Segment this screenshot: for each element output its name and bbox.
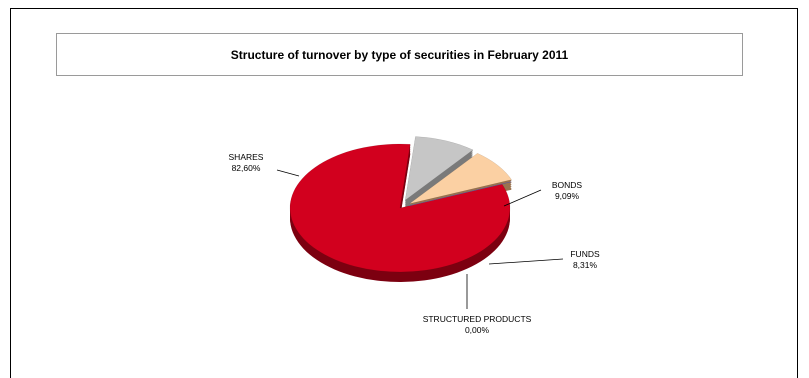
chart-title: Structure of turnover by type of securit… xyxy=(230,47,569,62)
slice-funds xyxy=(409,153,512,204)
slice-structured xyxy=(409,181,512,207)
leader-line-shares xyxy=(276,169,300,177)
chart-title-box: Structure of turnover by type of securit… xyxy=(56,33,743,76)
leader-line-funds xyxy=(488,258,564,265)
label-structured-value: 0,00% xyxy=(465,325,490,335)
label-structured-name: STRUCTURED PRODUCTS xyxy=(423,314,532,324)
slice-bonds xyxy=(404,136,474,201)
label-funds-name: FUNDS xyxy=(570,249,600,259)
label-bonds-name: BONDS xyxy=(552,180,583,190)
leader-line-bonds xyxy=(503,189,542,207)
label-funds-value: 8,31% xyxy=(573,260,598,270)
label-shares-value: 82,60% xyxy=(232,163,261,173)
label-shares-name: SHARES xyxy=(229,152,264,162)
label-bonds-value: 9,09% xyxy=(555,191,580,201)
pie-layer xyxy=(289,136,512,282)
slice-shares xyxy=(289,143,511,273)
pie-chart: SHARES 82,60% BONDS 9,09% FUNDS 8,31% ST… xyxy=(229,136,600,335)
